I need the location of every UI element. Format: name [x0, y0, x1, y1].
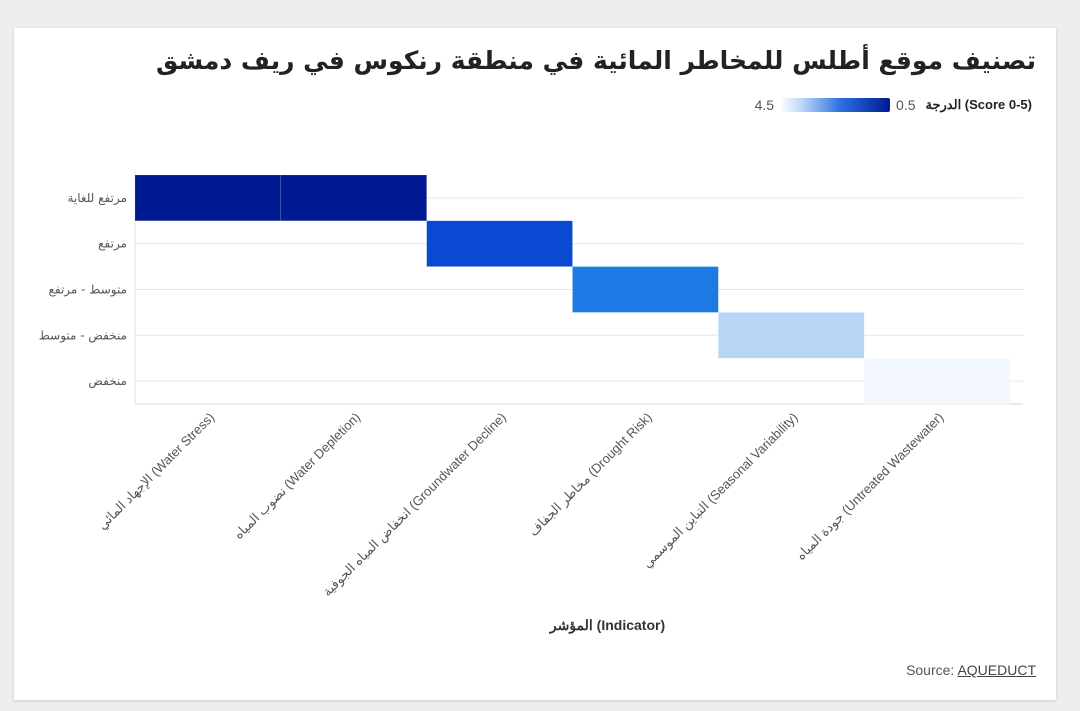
legend-gradient-bar	[780, 98, 891, 112]
heatmap-cell	[718, 312, 865, 359]
legend-max-label: 4.5	[754, 97, 775, 113]
x-tick-label: جودة المياه (Untreated Wastewater)	[793, 410, 947, 564]
x-tick-label: التباين الموسمي (Seasonal Variability)	[639, 410, 801, 572]
source-link[interactable]: AQUEDUCT	[957, 662, 1036, 678]
heatmap-cell	[863, 357, 1011, 405]
x-tick-label: مخاطر الجفاف (Drought Risk)	[526, 410, 656, 540]
chart-card: تصنيف موقع أطلس للمخاطر المائية في منطقة…	[14, 28, 1056, 700]
y-tick-label: متوسط - مرتفع	[49, 283, 128, 298]
y-tick-label: منخفض	[88, 374, 127, 389]
legend-min-label: 0.5	[896, 97, 916, 113]
heatmap-cell	[280, 174, 427, 222]
x-tick-label: انخفاض المياه الجوفية (Groundwater Decli…	[319, 410, 509, 600]
source-note: Source: AQUEDUCT	[906, 662, 1036, 678]
heatmap-chart: مرتفع للغاية مرتفع متوسط - مرتفع منخفض - مت…	[39, 171, 1023, 634]
heatmap-cell	[134, 174, 282, 222]
chart-title: تصنيف موقع أطلس للمخاطر المائية في منطقة…	[155, 46, 1036, 75]
x-axis-title: المؤشر (Indicator)	[549, 617, 665, 634]
color-legend: 4.5 0.5 الدرجة (Score 0-5)	[753, 96, 1032, 114]
heatmap-cell	[426, 220, 573, 267]
x-tick-label: نضوب المياه (Water Depletion)	[231, 410, 364, 543]
x-tick-label: الإجهاد المائي (Water Stress)	[94, 410, 218, 534]
y-tick-label: مرتفع للغاية	[67, 191, 127, 206]
legend-title: الدرجة (Score 0-5)	[925, 97, 1033, 112]
y-tick-label: مرتفع	[98, 237, 127, 252]
heatmap-cell	[572, 266, 719, 313]
y-tick-label: منخفض - متوسط	[39, 328, 127, 343]
source-label: Source:	[906, 662, 958, 678]
